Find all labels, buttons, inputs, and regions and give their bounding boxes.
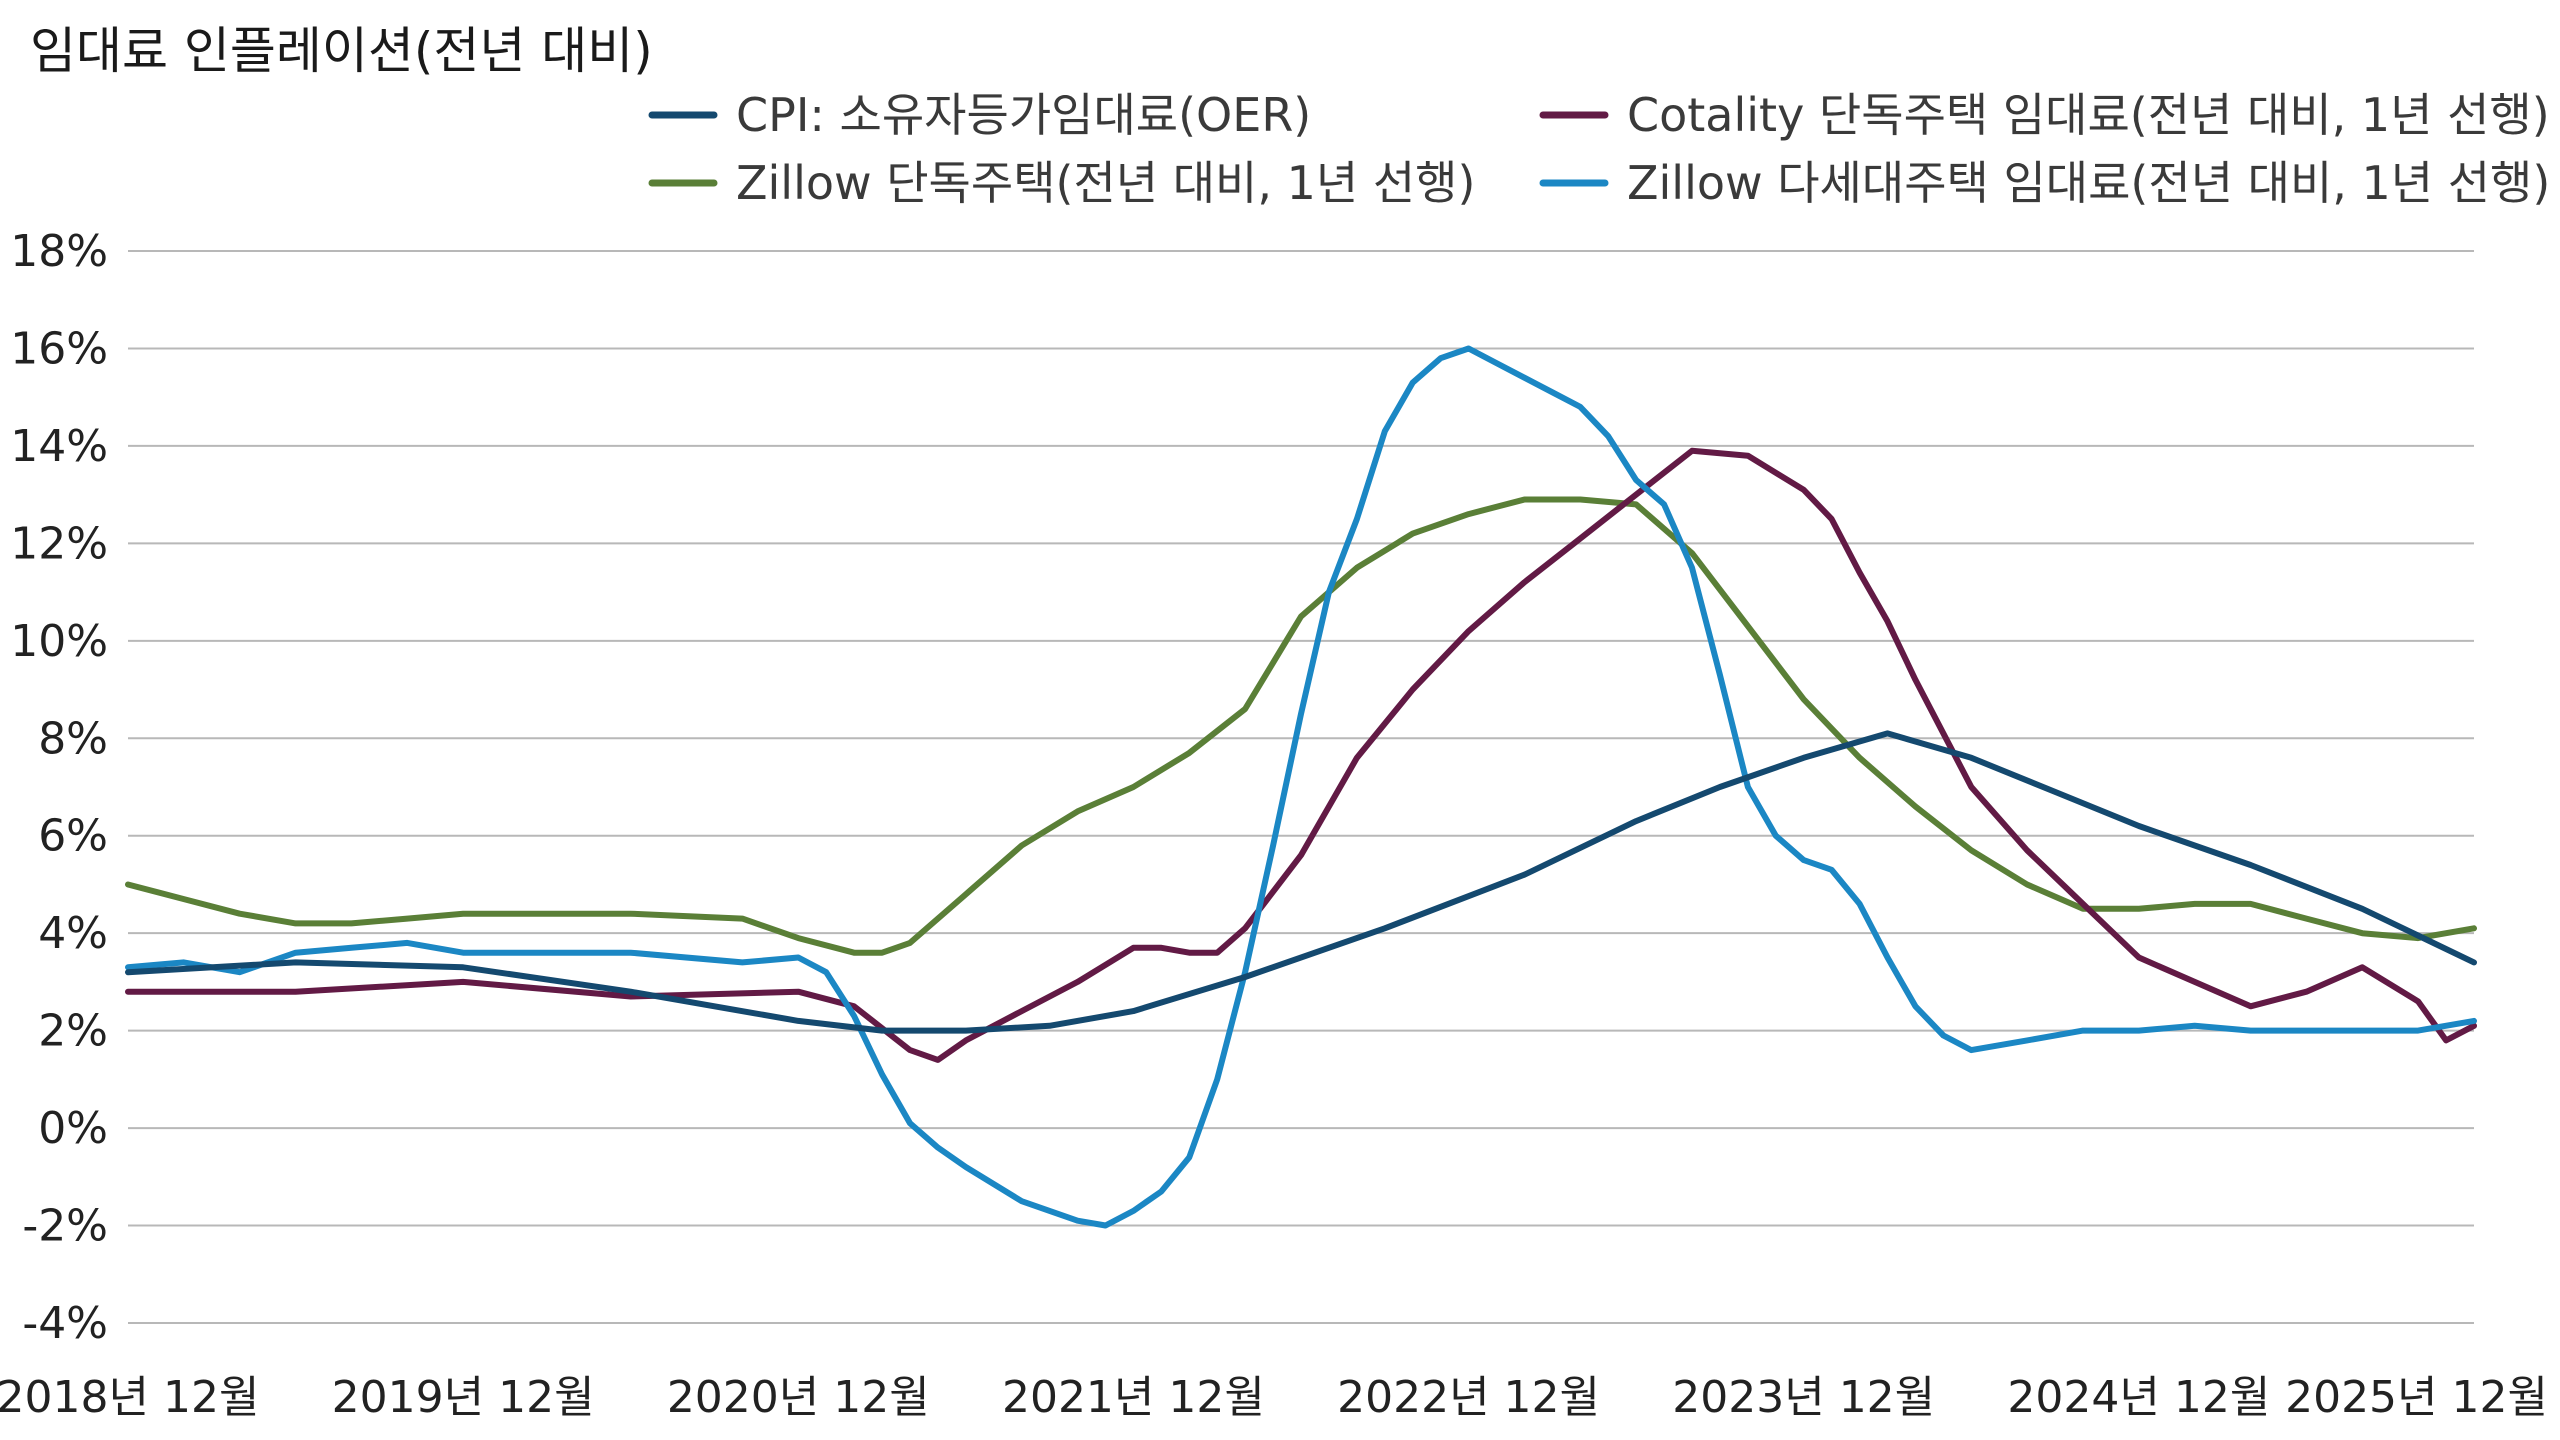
chart-series	[125, 345, 2477, 1229]
x-tick-label: 2018년 12월	[0, 1372, 259, 1423]
series-line-1	[125, 447, 2477, 1063]
x-tick-label: 2021년 12월	[1002, 1372, 1265, 1423]
y-tick-label: 0%	[38, 1103, 108, 1154]
legend-item: Zillow 다세대주택 임대료(전년 대비, 1년 선행)	[1539, 156, 2550, 210]
series-line-2	[125, 496, 2477, 956]
x-tick-label: 2020년 12월	[667, 1372, 930, 1423]
y-tick-label: 12%	[10, 518, 108, 569]
y-tick-label: 14%	[10, 421, 108, 472]
legend-label: Zillow 단독주택(전년 대비, 1년 선행)	[736, 156, 1475, 210]
legend-item: Cotality 단독주택 임대료(전년 대비, 1년 선행)	[1539, 88, 2550, 142]
x-tick-label: 2019년 12월	[332, 1372, 595, 1423]
y-tick-label: -4%	[22, 1298, 108, 1349]
legend-label: Zillow 다세대주택 임대료(전년 대비, 1년 선행)	[1627, 156, 2550, 210]
x-axis-tick-labels: 2018년 12월 2019년 12월 2020년 12월 2021년 12월 2022…	[0, 1372, 2548, 1423]
legend-label: Cotality 단독주택 임대료(전년 대비, 1년 선행)	[1627, 88, 2550, 142]
chart-gridlines	[128, 250, 2474, 1324]
y-tick-label: 16%	[10, 323, 108, 374]
legend-item: Zillow 단독주택(전년 대비, 1년 선행)	[648, 156, 1475, 210]
chart-legend: CPI: 소유자등가임대료(OER) Cotality 단독주택 임대료(전년 대…	[648, 88, 2550, 210]
x-tick-label: 2022년 12월	[1337, 1372, 1600, 1423]
y-tick-label: 10%	[10, 616, 108, 667]
y-tick-label: -2%	[22, 1201, 108, 1252]
chart-title: 임대료 인플레이션(전년 대비)	[30, 22, 653, 80]
y-axis-tick-labels: 18% 16% 14% 12% 10% 8% 6% 4% 2% 0% -2% -4%	[10, 226, 108, 1349]
series-line-3	[125, 345, 2477, 1229]
legend-item: CPI: 소유자등가임대료(OER)	[648, 88, 1311, 142]
y-tick-label: 2%	[38, 1006, 108, 1057]
x-tick-label: 2023년 12월	[1672, 1372, 1935, 1423]
y-tick-label: 8%	[38, 713, 108, 764]
x-tick-label: 2025년 12월	[2285, 1372, 2548, 1423]
y-tick-label: 6%	[38, 811, 108, 862]
legend-label: CPI: 소유자등가임대료(OER)	[736, 88, 1311, 142]
series-line-0	[125, 730, 2477, 1034]
y-tick-label: 4%	[38, 908, 108, 959]
x-tick-label: 2024년 12월	[2007, 1372, 2270, 1423]
y-tick-label: 18%	[10, 226, 108, 277]
